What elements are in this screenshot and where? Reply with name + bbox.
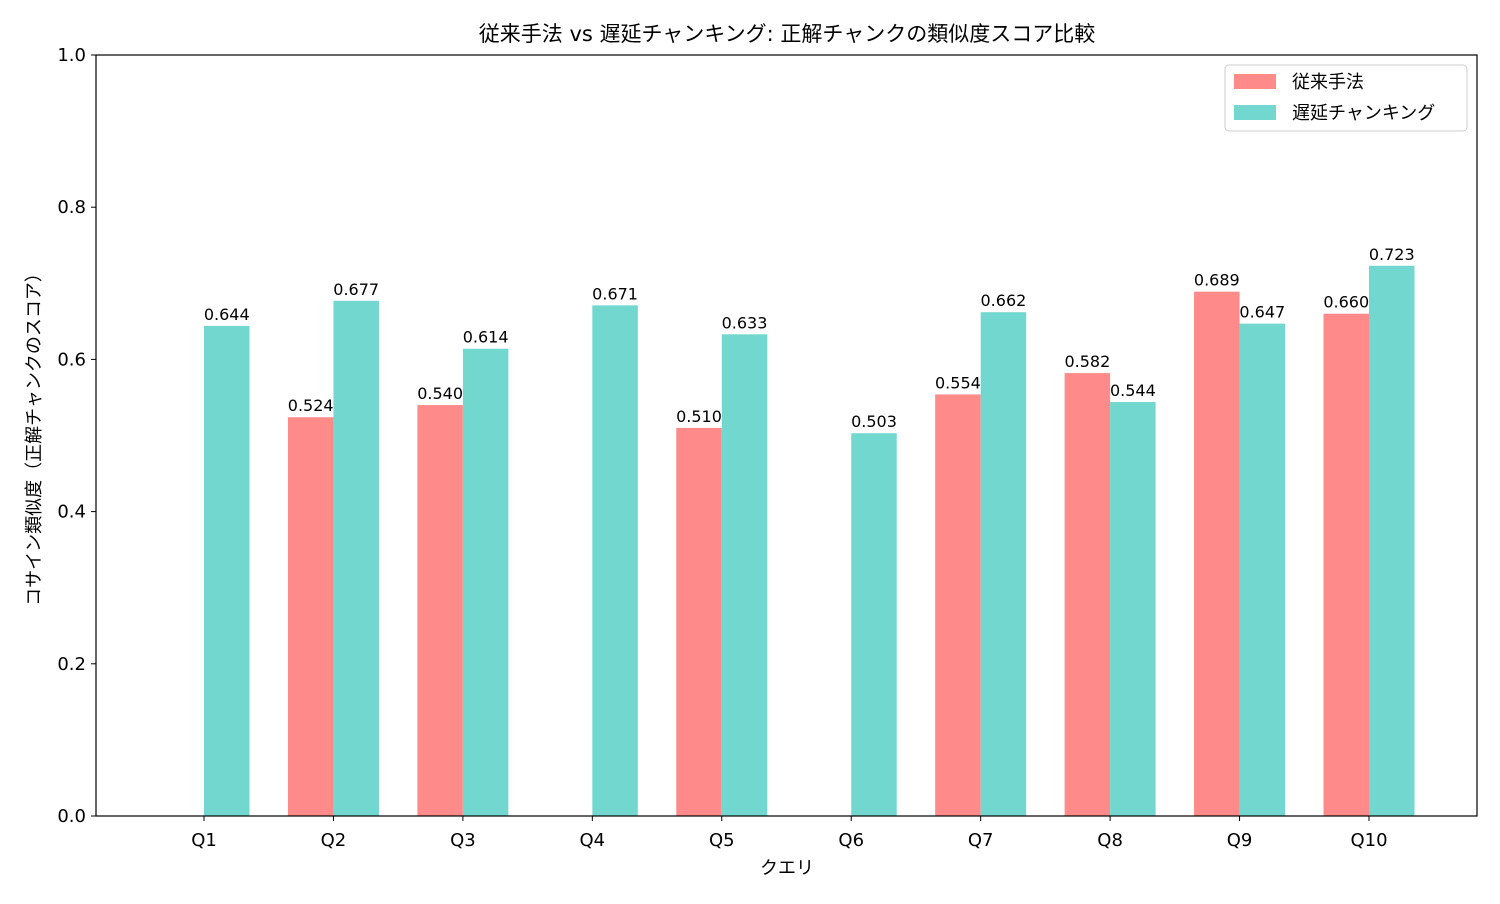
x-tick-label: Q8 [1097,830,1123,851]
bar-Q9-series-0 [1194,291,1240,816]
data-label: 0.544 [1110,381,1156,400]
legend-label-series-0: 従来手法 [1292,72,1364,93]
y-tick-label: 0.4 [57,502,86,523]
bar-Q1-series-1 [204,325,250,816]
y-tick-label: 0.0 [57,806,86,827]
chart-title: 従来手法 vs 遅延チャンキング: 正解チャンクの類似度スコア比較 [479,22,1095,46]
bar-Q7-series-1 [980,312,1027,816]
bar-Q6-series-1 [851,433,897,816]
bar-Q10-series-1 [1369,265,1415,816]
bar-Q8-series-0 [1064,373,1111,816]
bar-Q5-series-0 [676,427,722,816]
legend-label-series-1: 遅延チャンキング [1292,103,1435,124]
legend-box [1224,64,1468,132]
data-label: 0.671 [592,284,638,303]
data-label: 0.510 [676,407,722,426]
plot-frame [95,54,1478,817]
data-label: 0.689 [1194,271,1240,290]
bar-Q5-series-1 [721,334,768,816]
bar-Q7-series-0 [935,394,981,816]
x-tick-label: Q9 [1227,830,1253,851]
y-tick-label: 0.6 [57,349,86,370]
x-tick-label: Q3 [450,830,476,851]
data-label: 0.677 [333,280,379,299]
data-label: 0.662 [981,291,1027,310]
y-axis-label: コサイン類似度（正解チャンクのスコア） [24,264,45,606]
data-label: 0.614 [463,328,509,347]
bar-Q8-series-1 [1110,402,1156,816]
data-label: 0.644 [204,305,250,324]
x-tick-label: Q6 [838,830,864,851]
legend-swatch-series-0 [1234,74,1276,89]
data-label: 0.633 [722,313,768,332]
bar-Q2-series-0 [287,417,334,816]
bar-Q2-series-1 [333,300,379,817]
data-label: 0.723 [1369,245,1415,264]
x-tick-label: Q7 [968,830,994,851]
x-tick-label: Q5 [709,830,735,851]
x-tick-label: Q1 [191,830,217,851]
data-label: 0.503 [851,412,897,431]
bar-Q3-series-0 [417,405,463,816]
y-tick-label: 1.0 [57,45,86,66]
x-tick-label: Q2 [321,830,347,851]
data-label: 0.660 [1323,293,1369,312]
data-label: 0.540 [417,384,463,403]
legend-swatch-series-1 [1234,105,1276,120]
bar-Q10-series-0 [1323,313,1369,816]
bar-Q4-series-1 [592,305,638,816]
y-tick-label: 0.2 [57,654,86,675]
data-label: 0.524 [288,396,334,415]
y-tick-label: 0.8 [57,197,86,218]
data-label: 0.647 [1239,303,1285,322]
bar-Q9-series-1 [1239,323,1286,816]
bar-Q3-series-1 [462,348,509,816]
x-tick-label: Q4 [580,830,606,851]
legend: 従来手法 遅延チャンキング [1224,64,1468,132]
x-axis-label: クエリ [760,858,814,879]
data-label: 0.582 [1064,352,1110,371]
x-tick-label: Q10 [1350,830,1387,851]
data-label: 0.554 [935,373,981,392]
